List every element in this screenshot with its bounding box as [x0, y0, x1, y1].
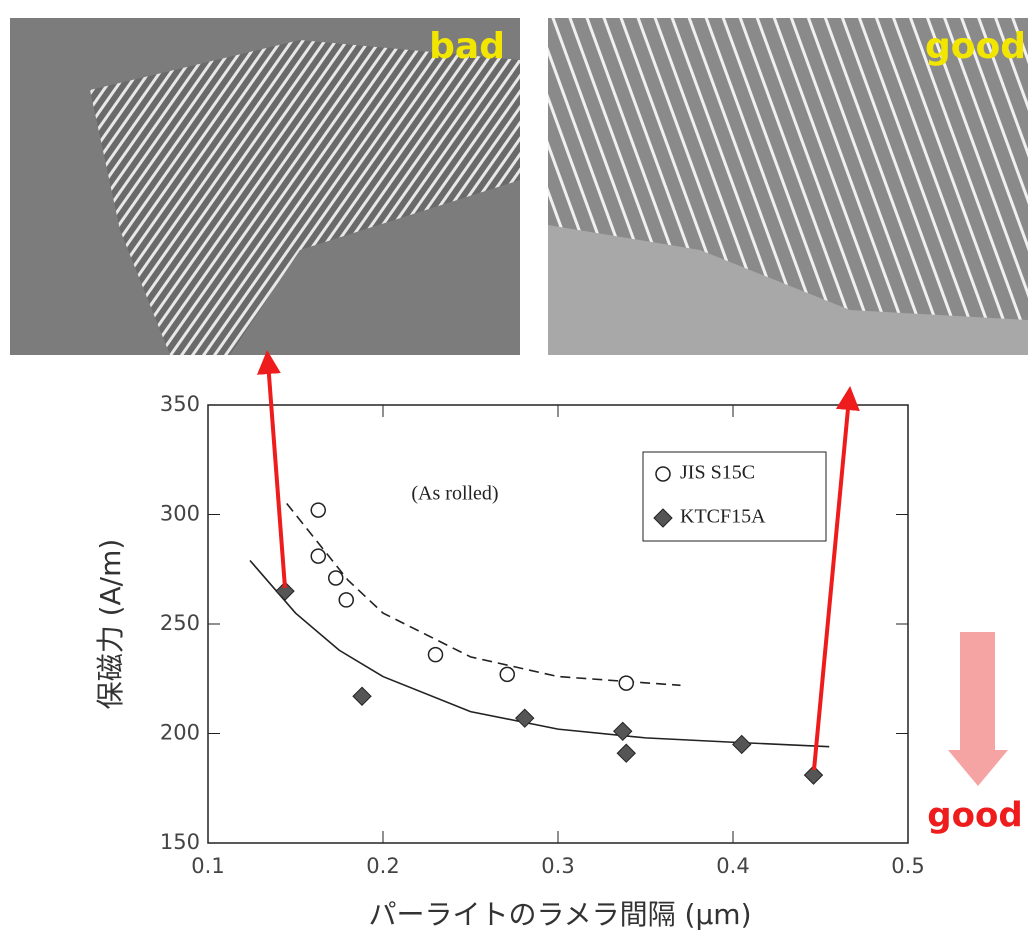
x-tick-label: 0.5: [891, 854, 924, 878]
legend-label: KTCF15A: [680, 506, 766, 528]
point: [803, 765, 824, 785]
pointer-arrow: [812, 386, 860, 771]
annotation: (As rolled): [411, 483, 498, 505]
x-tick-label: 0.3: [541, 854, 574, 878]
x-tick-label: 0.2: [366, 854, 399, 878]
y-tick-label: 150: [160, 830, 200, 854]
micrograph-left: [10, 18, 520, 373]
fit-curve: [249, 559, 830, 748]
direction-label: good: [927, 796, 1022, 836]
y-tick-label: 300: [160, 502, 200, 526]
legend-marker: [653, 508, 673, 528]
fit-curve: [286, 503, 681, 687]
legend-label: JIS S15C: [680, 462, 755, 484]
point: [427, 646, 444, 663]
legend-marker: [655, 466, 671, 482]
point: [338, 592, 354, 608]
point: [310, 502, 326, 518]
legend: [642, 451, 827, 542]
y-tick-label: 200: [160, 721, 200, 745]
point: [352, 686, 372, 706]
y-axis-label: 保磁力 (A/m): [94, 539, 127, 710]
point: [515, 708, 535, 728]
down-arrow: [948, 632, 1008, 786]
micrograph-right: [548, 18, 1028, 373]
y-tick-label: 350: [160, 392, 200, 416]
point: [328, 570, 344, 586]
point: [732, 734, 752, 755]
image-label: good: [925, 26, 1026, 67]
point: [275, 581, 295, 601]
point: [310, 548, 326, 564]
x-tick-label: 0.1: [191, 854, 224, 878]
point: [616, 743, 636, 763]
point: [499, 666, 515, 683]
point: [618, 675, 634, 691]
x-tick-label: 0.4: [716, 854, 749, 878]
plot: 0.1 0.2 0.3 0.4 0.5 150 200 250 300 350 JIS S15C KT…: [160, 392, 925, 878]
image-label: bad: [429, 26, 505, 67]
pointer-arrow: [256, 350, 287, 589]
y-tick-label: 250: [160, 611, 200, 635]
point: [613, 721, 633, 742]
x-axis-label: パーライトのラメラ間隔 (μm): [369, 898, 752, 931]
